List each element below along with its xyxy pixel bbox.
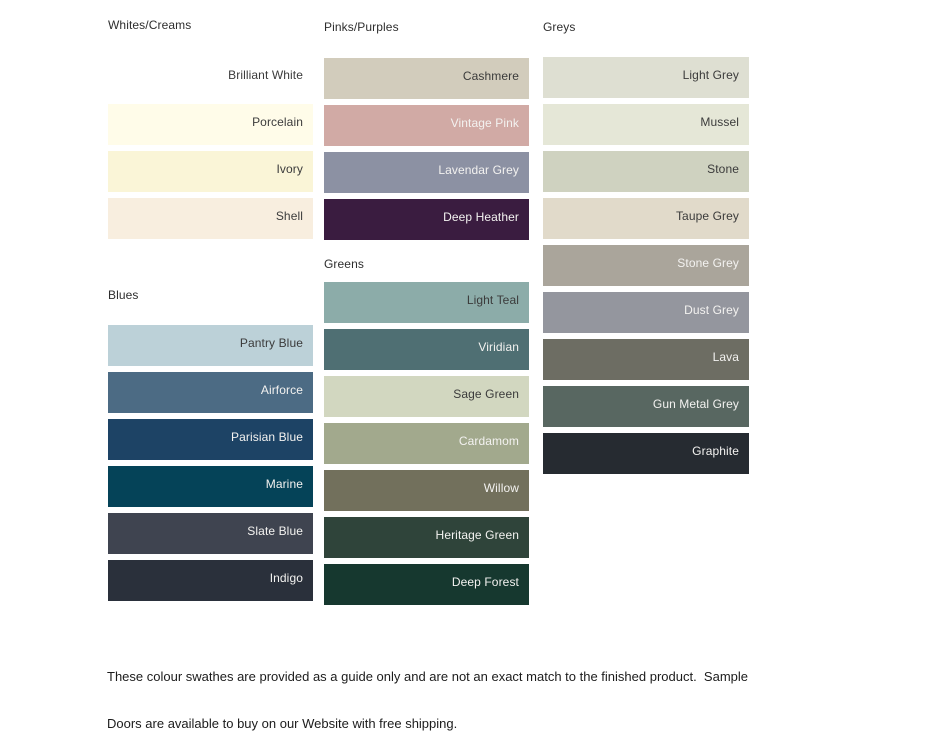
colour-swatch: Brilliant White: [108, 57, 313, 98]
colour-swatch: Slate Blue: [108, 513, 313, 554]
colour-swatch-label: Willow: [483, 481, 519, 495]
colour-swatch-label: Sage Green: [453, 387, 519, 401]
colour-swatch-label: Porcelain: [252, 115, 303, 129]
colour-swatch: Light Grey: [543, 57, 749, 98]
colour-swatch: Mussel: [543, 104, 749, 145]
colour-swatch: Porcelain: [108, 104, 313, 145]
colour-group-heading: Blues: [108, 288, 139, 302]
swatch-stack: Pantry Blue Airforce Parisian Blue Marin…: [108, 325, 313, 601]
colour-swatch-label: Parisian Blue: [230, 430, 303, 444]
colour-swatch: Cashmere: [324, 58, 529, 99]
colour-swatch: Airforce: [108, 372, 313, 413]
colour-swatch-label: Airforce: [260, 383, 303, 397]
colour-group-heading: Whites/Creams: [108, 18, 192, 32]
colour-swatch-label: Gun Metal Grey: [652, 397, 739, 411]
colour-swatch: Vintage Pink: [324, 105, 529, 146]
colour-group-whites-creams: Whites/Creams Brilliant White Porcelain …: [108, 19, 313, 239]
colour-swatch-label: Deep Forest: [451, 575, 519, 589]
swatch-stack: Brilliant White Porcelain Ivory Shell: [108, 57, 313, 239]
colour-swatch: Taupe Grey: [543, 198, 749, 239]
colour-swatch-label: Viridian: [478, 340, 519, 354]
disclaimer-note: These colour swathes are provided as a g…: [107, 638, 767, 747]
colour-swatch-label: Deep Heather: [443, 210, 519, 224]
disclaimer-line: Doors are available to buy on our Websit…: [107, 715, 458, 731]
colour-swatch: Stone Grey: [543, 245, 749, 286]
colour-group-pinks-purples: Pinks/Purples Cashmere Vintage Pink Lave…: [324, 21, 529, 240]
swatch-stack: Light Grey Mussel Stone Taupe Grey Stone…: [543, 57, 749, 474]
colour-swatch: Indigo: [108, 560, 313, 601]
colour-swatch: Gun Metal Grey: [543, 386, 749, 427]
colour-swatch-label: Cashmere: [462, 69, 519, 83]
colour-swatch-label: Graphite: [692, 444, 739, 458]
colour-swatch-label: Light Grey: [682, 68, 739, 82]
colour-swatch: Lava: [543, 339, 749, 380]
colour-swatch-label: Mussel: [700, 115, 739, 129]
colour-swatch: Deep Forest: [324, 564, 529, 605]
colour-swatch: Cardamom: [324, 423, 529, 464]
swatch-stack: Light Teal Viridian Sage Green Cardamom …: [324, 282, 529, 605]
colour-swatch: Sage Green: [324, 376, 529, 417]
colour-swatch-label: Marine: [265, 477, 303, 491]
colour-swatch-label: Taupe Grey: [675, 209, 739, 223]
colour-group-greys: Greys Light Grey Mussel Stone Taupe Grey…: [543, 21, 749, 474]
colour-swatch: Graphite: [543, 433, 749, 474]
colour-swatch-label: Cardamom: [458, 434, 519, 448]
colour-swatch-label: Stone: [707, 162, 739, 176]
colour-swatch-label: Vintage Pink: [450, 116, 519, 130]
colour-swatch-label: Ivory: [276, 162, 303, 176]
disclaimer-line: These colour swathes are provided as a g…: [107, 669, 748, 684]
colour-swatch: Heritage Green: [324, 517, 529, 558]
colour-swatch-label: Pantry Blue: [239, 336, 303, 350]
colour-swatch-label: Light Teal: [466, 293, 519, 307]
colour-swatch: Marine: [108, 466, 313, 507]
colour-group-heading: Greys: [543, 20, 576, 34]
colour-group-heading: Pinks/Purples: [324, 20, 399, 34]
colour-swatch-label: Heritage Green: [435, 528, 519, 542]
colour-swatch-label: Stone Grey: [677, 256, 739, 270]
colour-swatch-label: Shell: [275, 209, 303, 223]
colour-swatch: Ivory: [108, 151, 313, 192]
colour-swatch: Light Teal: [324, 282, 529, 323]
colour-swatch: Viridian: [324, 329, 529, 370]
swatch-stack: Cashmere Vintage Pink Lavendar Grey Deep…: [324, 58, 529, 240]
colour-group-blues: Blues Pantry Blue Airforce Parisian Blue…: [108, 289, 313, 601]
colour-swatch: Parisian Blue: [108, 419, 313, 460]
colour-swatch-label: Lavendar Grey: [438, 163, 519, 177]
colour-group-heading: Greens: [324, 257, 364, 271]
colour-swatch-label: Slate Blue: [247, 524, 303, 538]
colour-swatch-label: Brilliant White: [228, 68, 303, 82]
colour-swatch: Stone: [543, 151, 749, 192]
colour-swatch: Shell: [108, 198, 313, 239]
colour-swatch-label: Dust Grey: [684, 303, 739, 317]
colour-swatch: Dust Grey: [543, 292, 749, 333]
colour-swatch: Lavendar Grey: [324, 152, 529, 193]
colour-swatch: Willow: [324, 470, 529, 511]
colour-group-greens: Greens Light Teal Viridian Sage Green Ca…: [324, 258, 529, 605]
colour-swatch-label: Lava: [712, 350, 739, 364]
colour-swatch-label: Indigo: [269, 571, 303, 585]
colour-swatch: Deep Heather: [324, 199, 529, 240]
colour-swatch: Pantry Blue: [108, 325, 313, 366]
